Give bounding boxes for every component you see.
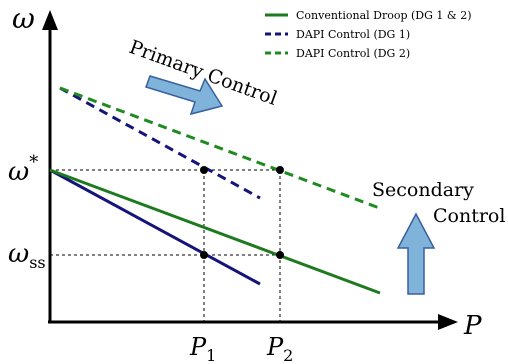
omega-star-label: ω* (8, 152, 38, 187)
p1-label: P1 (189, 333, 216, 364)
p1-base: P (189, 333, 207, 361)
omega-ss-base: ω (8, 239, 29, 269)
point-p2-omega-ss (276, 251, 284, 259)
p2-base: P (266, 333, 284, 361)
legend-label-dapi-dg2: DAPI Control (DG 2) (296, 47, 410, 60)
secondary-control-label-line2: Control (433, 205, 505, 227)
dapi-dg1-line (59, 86, 261, 200)
omega-star-sup: * (29, 152, 38, 173)
x-axis-label: P (463, 311, 482, 341)
dapi-dg2-line (59, 86, 383, 211)
secondary-control-label-line1: Secondary (372, 179, 474, 201)
droop-dg2-line (49, 168, 381, 295)
primary-control-arrow (145, 75, 224, 116)
omega-ss-sub: ss (29, 253, 45, 272)
legend-label-dapi-dg1: DAPI Control (DG 1) (296, 28, 410, 41)
p2-label: P2 (266, 333, 293, 364)
p2-sub: 2 (283, 346, 293, 364)
y-axis-label: ω (12, 2, 35, 35)
point-p1-omega-ss (200, 251, 208, 259)
omega-star-base: ω (8, 157, 29, 187)
legend-label-conventional: Conventional Droop (DG 1 & 2) (296, 9, 471, 22)
point-p1-omega-star (200, 166, 208, 174)
secondary-control-arrow (396, 212, 436, 295)
point-p2-omega-star (276, 166, 284, 174)
omega-ss-label: ωss (8, 239, 46, 272)
p1-sub: 1 (206, 346, 216, 364)
x-axis-arrowhead (438, 314, 458, 330)
y-axis-arrowhead (42, 10, 58, 30)
droop-dg1-line (49, 168, 261, 286)
legend: Conventional Droop (DG 1 & 2) DAPI Contr… (265, 9, 471, 60)
